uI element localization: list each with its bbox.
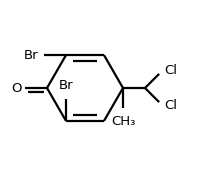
Text: CH₃: CH₃ xyxy=(111,115,135,128)
Text: Br: Br xyxy=(59,79,73,92)
Text: Cl: Cl xyxy=(164,64,177,77)
Text: Br: Br xyxy=(23,49,38,62)
Text: O: O xyxy=(12,82,22,95)
Text: Cl: Cl xyxy=(164,99,177,112)
